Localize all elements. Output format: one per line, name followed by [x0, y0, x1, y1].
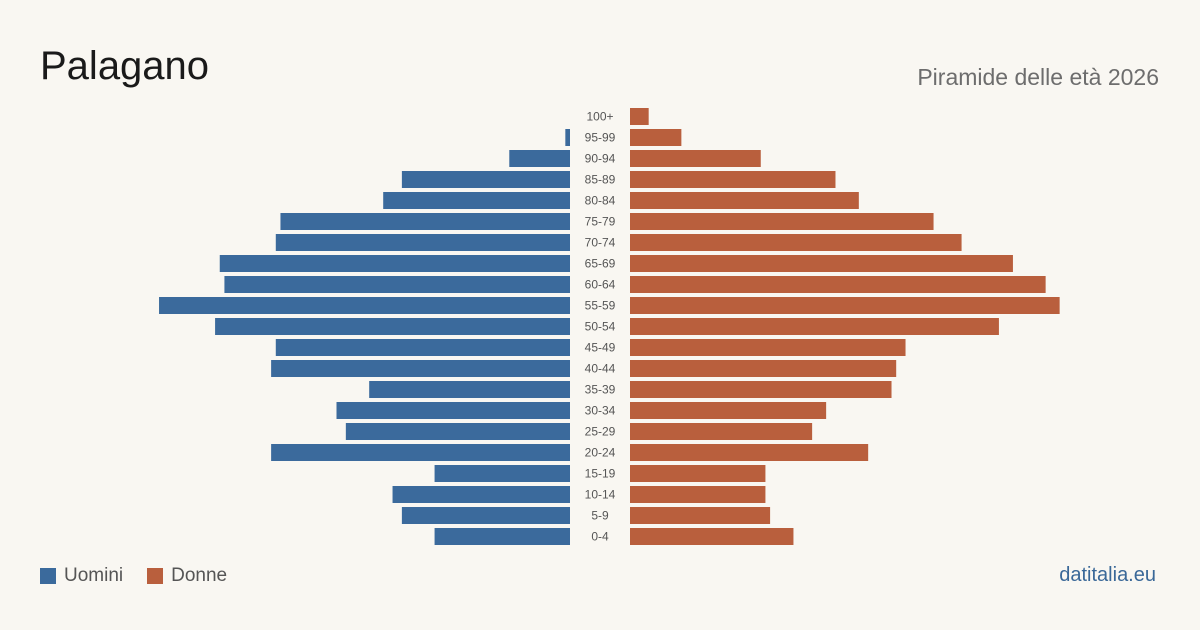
age-label-50-54: 50-54 — [585, 320, 616, 334]
age-label-5-9: 5-9 — [591, 509, 609, 523]
age-labels: 100+ 95-99 90-94 85-89 80-84 75-79 70-74 65-69 6… — [585, 110, 616, 544]
age-label-65-69: 65-69 — [585, 257, 616, 271]
age-label-20-24: 20-24 — [585, 446, 616, 460]
bar-women-25-29 — [630, 423, 813, 440]
bar-women-40-44 — [630, 360, 897, 377]
bar-women-35-39 — [630, 381, 892, 398]
age-label-40-44: 40-44 — [585, 362, 616, 376]
women-swatch — [147, 568, 164, 584]
bar-women-10-14 — [630, 486, 766, 503]
bar-women-100+ — [630, 108, 649, 125]
age-label-70-74: 70-74 — [585, 236, 616, 250]
bar-women-75-79 — [630, 213, 934, 230]
page-title: Palagano — [40, 44, 210, 88]
bar-women-15-19 — [630, 465, 766, 482]
bar-men-0-4 — [434, 528, 570, 545]
bar-men-70-74 — [275, 234, 570, 251]
bar-men-10-14 — [392, 486, 570, 503]
bar-men-45-49 — [275, 339, 570, 356]
bar-men-75-79 — [280, 213, 570, 230]
legend-item-men: Uomini — [40, 565, 123, 587]
bar-women-80-84 — [630, 192, 859, 209]
bar-men-20-24 — [271, 444, 570, 461]
age-label-35-39: 35-39 — [585, 383, 616, 397]
legend-item-women: Donne — [147, 565, 227, 587]
bar-men-65-69 — [219, 255, 570, 272]
bar-men-5-9 — [401, 507, 570, 524]
bar-women-65-69 — [630, 255, 1013, 272]
age-label-15-19: 15-19 — [585, 467, 616, 481]
bar-women-0-4 — [630, 528, 794, 545]
legend: Uomini Donne — [40, 565, 251, 587]
bar-men-90-94 — [509, 150, 570, 167]
age-label-55-59: 55-59 — [585, 299, 616, 313]
bar-women-50-54 — [630, 318, 999, 335]
bar-men-95-99 — [565, 129, 570, 146]
age-label-45-49: 45-49 — [585, 341, 616, 355]
women-bars — [630, 108, 1060, 545]
bar-women-85-89 — [630, 171, 836, 188]
source-link[interactable]: datitalia.eu — [1059, 564, 1156, 586]
bar-women-45-49 — [630, 339, 906, 356]
bar-men-30-34 — [336, 402, 570, 419]
legend-label-men: Uomini — [64, 565, 124, 586]
bar-women-30-34 — [630, 402, 827, 419]
bar-men-35-39 — [369, 381, 570, 398]
bar-men-55-59 — [159, 297, 571, 314]
men-bars — [159, 129, 571, 545]
age-label-100+: 100+ — [586, 110, 613, 124]
age-label-10-14: 10-14 — [585, 488, 616, 502]
bar-women-55-59 — [630, 297, 1060, 314]
age-label-80-84: 80-84 — [585, 194, 616, 208]
age-label-60-64: 60-64 — [585, 278, 616, 292]
age-label-25-29: 25-29 — [585, 425, 616, 439]
legend-label-women: Donne — [171, 565, 228, 586]
bar-women-5-9 — [630, 507, 771, 524]
bar-women-95-99 — [630, 129, 682, 146]
age-label-90-94: 90-94 — [585, 152, 616, 166]
bar-women-60-64 — [630, 276, 1046, 293]
age-label-0-4: 0-4 — [591, 530, 609, 544]
bar-men-50-54 — [215, 318, 570, 335]
age-label-75-79: 75-79 — [585, 215, 616, 229]
age-label-85-89: 85-89 — [585, 173, 616, 187]
men-swatch — [40, 568, 56, 584]
bar-men-15-19 — [434, 465, 570, 482]
bar-women-70-74 — [630, 234, 962, 251]
bar-women-20-24 — [630, 444, 869, 461]
bar-men-85-89 — [401, 171, 570, 188]
age-label-30-34: 30-34 — [585, 404, 616, 418]
bar-men-25-29 — [345, 423, 570, 440]
bar-women-90-94 — [630, 150, 761, 167]
bar-men-80-84 — [383, 192, 570, 209]
bar-men-40-44 — [271, 360, 570, 377]
bar-men-60-64 — [224, 276, 571, 293]
age-label-95-99: 95-99 — [585, 131, 616, 145]
chart-subtitle: Piramide delle età 2026 — [917, 64, 1159, 90]
